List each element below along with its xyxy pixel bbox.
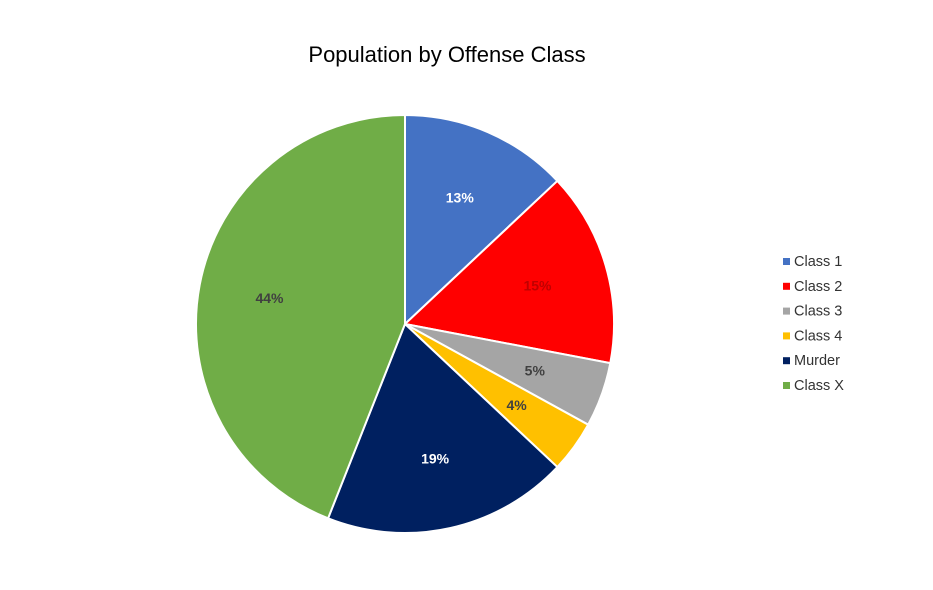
pie-slice-class-2 xyxy=(402,179,615,365)
legend: Class 1 Class 2 Class 3 Class 4 Murder Class … xyxy=(783,254,844,394)
data-label-class-4: 4% xyxy=(506,397,527,413)
data-label-class-2: 15% xyxy=(523,278,552,294)
data-label-class-1: 13% xyxy=(446,189,475,205)
legend-swatch-class-x xyxy=(783,382,790,389)
legend-label-murder: Murder xyxy=(794,353,840,369)
data-labels: 13% 15% 5% 4% 19% 44% xyxy=(255,189,552,466)
legend-swatch-class-3 xyxy=(783,307,790,315)
legend-label-class-2: Class 2 xyxy=(794,279,842,295)
chart-title: Population by Offense Class xyxy=(308,42,585,67)
legend-swatch-murder xyxy=(783,357,790,365)
legend-label-class-1: Class 1 xyxy=(794,254,842,270)
legend-swatch-class-2 xyxy=(783,282,790,290)
data-label-class-3: 5% xyxy=(525,363,546,379)
data-label-class-x: 44% xyxy=(255,290,284,306)
legend-swatch-class-1 xyxy=(783,258,790,265)
legend-swatch-class-4 xyxy=(783,332,790,340)
legend-label-class-4: Class 4 xyxy=(794,328,842,344)
legend-label-class-3: Class 3 xyxy=(794,304,842,320)
legend-label-class-x: Class X xyxy=(794,378,844,394)
pie-slices xyxy=(195,113,615,534)
pie-slice-class-x xyxy=(195,113,406,520)
pie-slice-class-1 xyxy=(404,113,559,327)
data-label-murder: 19% xyxy=(421,451,450,467)
